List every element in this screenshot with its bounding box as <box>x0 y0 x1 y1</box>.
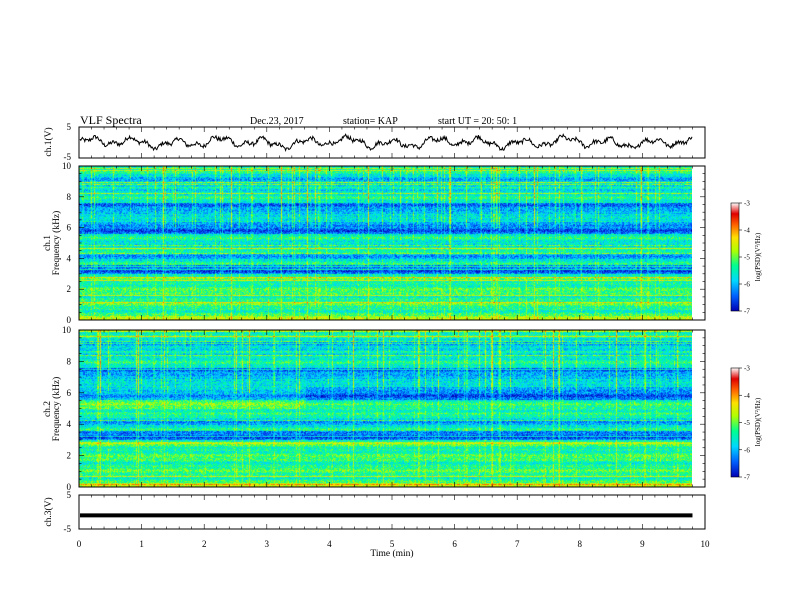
y-tick-label: 4 <box>67 253 72 263</box>
ch1-spectrogram-image <box>79 166 692 320</box>
x-tick-label: 9 <box>640 539 645 549</box>
colorbar-tick-label: -5 <box>744 254 750 262</box>
ch2-colorbar-ticks: -3 -4 -5 -6 -7 <box>739 365 750 482</box>
ch1-waveform-xticks <box>78 127 706 158</box>
x-tick-label: 0 <box>77 539 82 549</box>
y-tick-label: 2 <box>67 451 72 461</box>
date-label: Dec.23, 2017 <box>250 116 304 127</box>
ch1-ytick-bottom: -5 <box>64 152 72 162</box>
x-tick-label: 4 <box>327 539 332 549</box>
ch2-colorbar <box>730 367 740 478</box>
y-tick-label: 8 <box>67 192 72 202</box>
ch3-waveform-frame <box>78 494 706 530</box>
ch2-frequency-label: Frequency (kHz) <box>51 377 62 442</box>
colorbar-tick-label: -5 <box>744 419 750 427</box>
ch1-waveform-ylabel: ch.1(V) <box>43 127 54 156</box>
ch1-waveform-line <box>79 133 693 152</box>
x-tick-label: 7 <box>515 539 520 549</box>
colorbar-tick-label: -4 <box>744 227 750 235</box>
x-tick-label: 5 <box>390 539 395 549</box>
x-tick-label: 6 <box>452 539 457 549</box>
ch1-colorbar <box>730 202 740 312</box>
x-tick-label: 8 <box>578 539 583 549</box>
colorbar-tick-label: -7 <box>744 308 750 316</box>
ch1-waveform-panel: 5 -5 ch.1(V) <box>43 122 706 162</box>
colorbar-tick-label: -4 <box>744 392 750 400</box>
ch3-waveform-panel: 5 -5 ch.3(V) <box>43 490 706 534</box>
x-tick-label: 1 <box>139 539 144 549</box>
colorbar-tick-label: -6 <box>744 446 750 454</box>
ch2-spectrogram-ylabel: ch.2 <box>43 401 53 417</box>
ch2-spectrogram-xticks <box>78 330 706 487</box>
time-axis-label: Time (min) <box>370 548 413 559</box>
spectrogram-raster <box>79 166 692 320</box>
ch2-colorbar-label: log(PSD)(V²/Hz) <box>754 397 762 446</box>
ch3-ytick-bottom: -5 <box>64 524 72 534</box>
ch1-colorbar-label: log(PSD)(V²/Hz) <box>754 232 762 281</box>
station-label: station= KAP <box>343 116 398 127</box>
y-tick-label: 10 <box>62 325 72 335</box>
ch2-spectrogram-image <box>79 330 692 487</box>
colorbar-tick-label: -7 <box>744 474 750 482</box>
y-tick-label: 0 <box>67 315 72 325</box>
ch3-ytick-top: 5 <box>67 490 72 500</box>
ch2-spectrogram-yticks: 0 2 4 6 8 10 <box>62 325 705 492</box>
x-tick-label: 10 <box>701 539 711 549</box>
y-tick-label: 6 <box>67 223 72 233</box>
time-axis-tick-labels: 0 1 2 3 4 5 6 7 8 9 10 <box>77 539 710 549</box>
ch3-waveform-ylabel: ch.3(V) <box>43 497 54 526</box>
y-tick-label: 0 <box>67 482 72 492</box>
ch1-colorbar-ticks: -3 -4 -5 -6 -7 <box>739 200 750 316</box>
y-tick-label: 10 <box>62 161 72 171</box>
ch1-frequency-label: Frequency (kHz) <box>51 211 62 276</box>
y-tick-label: 4 <box>67 419 72 429</box>
x-tick-label: 2 <box>202 539 207 549</box>
ch1-ytick-top: 5 <box>67 122 72 132</box>
y-tick-label: 6 <box>67 388 72 398</box>
ch1-spectrogram-ylabel: ch.1 <box>43 235 53 251</box>
spectrogram-raster <box>79 330 692 487</box>
colorbar-tick-label: -3 <box>744 200 750 208</box>
ch1-spectrogram-yticks: 0 2 4 6 8 10 <box>62 161 705 325</box>
y-tick-label: 2 <box>67 284 72 294</box>
colorbar-tick-label: -3 <box>744 365 750 373</box>
colorbar-tick-label: -6 <box>744 281 750 289</box>
figure-title: VLF Spectra <box>80 113 142 127</box>
x-tick-label: 3 <box>265 539 270 549</box>
ch3-waveform-xticks <box>78 495 706 529</box>
start-time-label: start UT = 20: 50: 1 <box>438 116 517 127</box>
y-tick-label: 8 <box>67 356 72 366</box>
ch1-spectrogram-xticks <box>78 166 706 320</box>
